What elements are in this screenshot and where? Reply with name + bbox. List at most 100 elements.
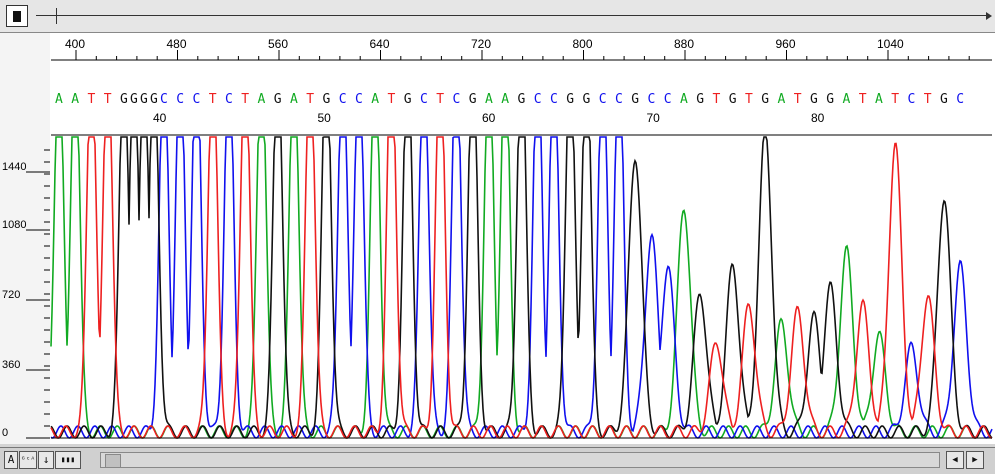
- scroll-left-button[interactable]: ◀: [946, 451, 964, 469]
- scroll-right-button[interactable]: ▶: [966, 451, 984, 469]
- base-call: G: [761, 92, 769, 107]
- arrow-right-icon: [986, 12, 992, 20]
- button-label: ᴳᶜᴬ: [20, 455, 36, 464]
- base-call: T: [859, 92, 867, 107]
- base-call: A: [778, 92, 786, 107]
- base-call: C: [355, 92, 363, 107]
- horizontal-zoom-slider[interactable]: [36, 8, 992, 24]
- y-axis-label: 1440: [2, 161, 26, 173]
- view-sequence-button[interactable]: ᴳᶜᴬ: [19, 451, 37, 469]
- y-axis: 1440 1080 720 360 0: [2, 149, 50, 439]
- view-base-letters-button[interactable]: A: [4, 451, 18, 469]
- base-call: C: [420, 92, 428, 107]
- y-axis-label: 360: [2, 359, 20, 371]
- base-call: C: [339, 92, 347, 107]
- base-call: G: [729, 92, 737, 107]
- base-call: A: [680, 92, 688, 107]
- base-call: T: [241, 92, 249, 107]
- base-call: C: [534, 92, 542, 107]
- ruler-label: 960: [776, 37, 796, 51]
- base-call: C: [193, 92, 201, 107]
- base-call: T: [104, 92, 112, 107]
- base-call: T: [713, 92, 721, 107]
- base-call: G: [696, 92, 704, 107]
- ruler-label: 720: [471, 37, 491, 51]
- base-call: T: [924, 92, 932, 107]
- base-call: A: [258, 92, 266, 107]
- base-call: T: [436, 92, 444, 107]
- base-call: G: [404, 92, 412, 107]
- base-call: C: [550, 92, 558, 107]
- base-call: A: [290, 92, 298, 107]
- base-call: T: [388, 92, 396, 107]
- ruler-label: 480: [167, 37, 187, 51]
- base-call: G: [140, 92, 148, 107]
- base-number: 80: [811, 111, 825, 125]
- base-call: G: [583, 92, 591, 107]
- base-number: 50: [318, 111, 332, 125]
- ruler-label: 880: [674, 37, 694, 51]
- base-call: T: [209, 92, 217, 107]
- base-call: C: [956, 92, 964, 107]
- ruler-label: 400: [65, 37, 85, 51]
- base-call: T: [306, 92, 314, 107]
- base-call: A: [501, 92, 509, 107]
- chevron-left-icon: ◀: [952, 455, 958, 465]
- y-axis-label: 720: [2, 289, 20, 301]
- base-call: C: [225, 92, 233, 107]
- base-call: G: [323, 92, 331, 107]
- base-call: A: [485, 92, 493, 107]
- base-call: G: [826, 92, 834, 107]
- base-call: G: [120, 92, 128, 107]
- trace-t: [50, 136, 992, 439]
- base-call: G: [274, 92, 282, 107]
- chevron-right-icon: ▶: [972, 455, 978, 465]
- base-call: T: [745, 92, 753, 107]
- ruler-label: 640: [370, 37, 390, 51]
- base-call: G: [940, 92, 948, 107]
- base-call: A: [371, 92, 379, 107]
- base-call: G: [150, 92, 158, 107]
- scrollbar-thumb[interactable]: [105, 454, 121, 468]
- y-axis-panel: [0, 33, 51, 444]
- base-call: C: [615, 92, 623, 107]
- base-call: G: [566, 92, 574, 107]
- y-axis-label: 0: [2, 427, 8, 439]
- base-call: C: [664, 92, 672, 107]
- horizontal-scrollbar[interactable]: [100, 452, 940, 468]
- base-call: C: [648, 92, 656, 107]
- base-call: A: [875, 92, 883, 107]
- base-call: C: [599, 92, 607, 107]
- button-label: A: [7, 453, 15, 466]
- trace-g: [50, 136, 993, 439]
- position-ruler: 400 480 560 640 720 800 880 960 1040: [51, 37, 992, 61]
- base-call: T: [88, 92, 96, 107]
- base-number: 60: [482, 111, 496, 125]
- base-call: G: [810, 92, 818, 107]
- base-call: A: [71, 92, 79, 107]
- base-call: A: [843, 92, 851, 107]
- base-call: G: [518, 92, 526, 107]
- base-call: C: [453, 92, 461, 107]
- ruler-label: 800: [573, 37, 593, 51]
- document-icon[interactable]: [6, 5, 28, 27]
- zoom-slider-handle[interactable]: [56, 8, 57, 24]
- base-call: C: [908, 92, 916, 107]
- base-call: G: [130, 92, 138, 107]
- top-toolbar: [0, 0, 995, 33]
- ruler-label: 1040: [877, 37, 904, 51]
- base-number: 70: [647, 111, 661, 125]
- base-call: G: [631, 92, 639, 107]
- base-call: G: [469, 92, 477, 107]
- bottom-toolbar: A ᴳᶜᴬ ↓ ▮▮▮ ◀ ▶: [0, 447, 995, 474]
- base-call: T: [891, 92, 899, 107]
- scale-down-button[interactable]: ↓: [38, 451, 54, 469]
- view-traces-button[interactable]: ▮▮▮: [55, 451, 81, 469]
- button-label: ▮▮▮: [60, 455, 76, 464]
- base-number: 40: [153, 111, 167, 125]
- button-label: ↓: [42, 453, 50, 466]
- base-call: A: [55, 92, 63, 107]
